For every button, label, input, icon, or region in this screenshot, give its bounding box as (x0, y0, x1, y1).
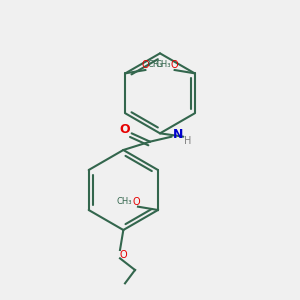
Text: CH₃: CH₃ (155, 61, 171, 70)
Text: CH₃: CH₃ (117, 197, 132, 206)
Text: N: N (172, 128, 183, 142)
Text: CH₃: CH₃ (148, 61, 163, 70)
Text: O: O (171, 60, 178, 70)
Text: O: O (142, 60, 149, 70)
Text: O: O (133, 197, 140, 207)
Text: O: O (120, 124, 130, 136)
Text: H: H (184, 136, 191, 146)
Text: O: O (119, 250, 127, 260)
